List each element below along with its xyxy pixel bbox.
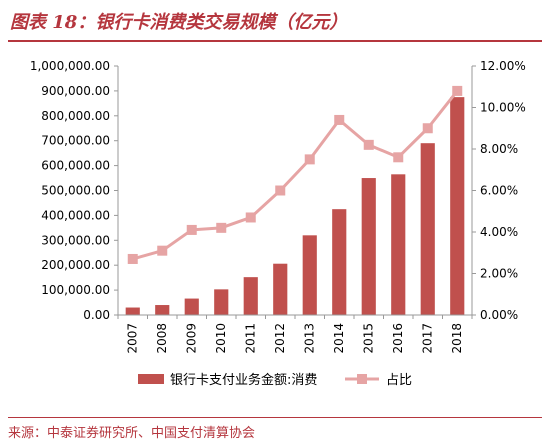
y2-tick-label: 10.00% [480, 101, 526, 115]
bar-2008 [155, 305, 170, 315]
y-tick-label: 100,000.00 [41, 283, 110, 297]
title-divider [8, 40, 542, 42]
x-tick-label: 2016 [391, 323, 405, 354]
bar-2017 [420, 143, 435, 315]
y-tick-label: 600,000.00 [41, 159, 110, 173]
legend-swatch-marker [357, 374, 367, 384]
bar-2015 [361, 178, 376, 315]
line-point-2010 [216, 222, 227, 233]
y-tick-label: 800,000.00 [41, 109, 110, 123]
x-tick-label: 2009 [184, 323, 198, 354]
source-divider [8, 417, 542, 418]
legend-label-line: 占比 [386, 373, 412, 388]
bar-2018 [450, 97, 465, 315]
bar-2009 [184, 298, 199, 315]
x-tick-label: 2015 [361, 323, 375, 354]
line-point-2017 [422, 123, 433, 134]
bar-2007 [125, 307, 140, 315]
bar-2011 [243, 277, 258, 315]
bar-2013 [302, 235, 317, 315]
y2-tick-label: 12.00% [480, 59, 526, 73]
bar-2012 [273, 263, 288, 315]
x-tick-label: 2007 [125, 323, 139, 354]
line-point-2014 [334, 114, 345, 125]
x-tick-label: 2012 [273, 323, 287, 354]
chart-title: 图表 18：银行卡消费类交易规模（亿元） [10, 12, 348, 33]
bar-2010 [214, 289, 229, 315]
y-tick-label: 300,000.00 [41, 233, 110, 247]
legend-swatch-bar [138, 374, 164, 384]
x-tick-label: 2011 [243, 323, 257, 354]
x-tick-label: 2008 [155, 323, 169, 354]
line-point-2013 [304, 154, 315, 165]
line-point-2009 [186, 224, 197, 235]
y-tick-label: 700,000.00 [41, 134, 110, 148]
bar-2016 [391, 174, 406, 315]
source-note: 来源：中泰证券研究所、中国支付清算协会 [8, 426, 256, 441]
y2-tick-label: 2.00% [480, 267, 518, 281]
line-point-2011 [245, 212, 256, 223]
x-tick-label: 2017 [420, 323, 434, 354]
line-point-2016 [393, 152, 404, 163]
legend-label-bar: 银行卡支付业务金额:消费 [170, 372, 317, 388]
x-tick-label: 2013 [302, 323, 316, 354]
line-point-2015 [363, 139, 374, 150]
y2-tick-label: 8.00% [480, 142, 518, 156]
y-tick-label: 200,000.00 [41, 258, 110, 272]
y-tick-label: 0.00 [83, 308, 110, 322]
y-tick-label: 500,000.00 [41, 184, 110, 198]
line-point-2007 [127, 253, 138, 264]
line-point-2012 [275, 185, 286, 196]
x-tick-label: 2018 [450, 323, 464, 354]
y-tick-label: 1,000,000.00 [30, 59, 110, 73]
line-series-share [132, 89, 459, 261]
line-point-2008 [157, 245, 168, 256]
x-tick-label: 2014 [332, 323, 346, 354]
chart: 0.00 100,000.00 200,000.00 300,000.00 400,00… [30, 59, 526, 388]
line-point-2018 [452, 85, 463, 96]
y-tick-label: 900,000.00 [41, 84, 110, 98]
y-tick-label: 400,000.00 [41, 208, 110, 222]
bar-2014 [332, 209, 347, 315]
x-tick-label: 2010 [214, 323, 228, 354]
y2-tick-label: 0.00% [480, 308, 518, 322]
y2-tick-label: 6.00% [480, 184, 518, 198]
y2-tick-label: 4.00% [480, 225, 518, 239]
